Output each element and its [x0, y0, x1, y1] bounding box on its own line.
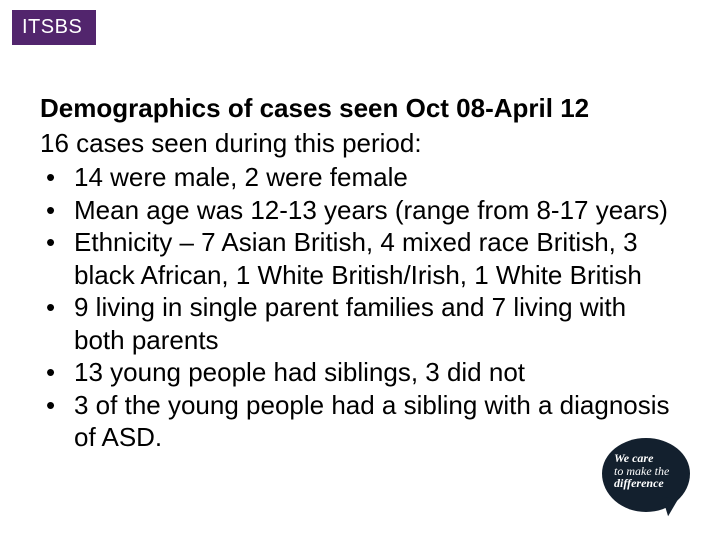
bullet-list: 14 were male, 2 were female Mean age was… — [40, 161, 680, 454]
slide: ITSBS Demographics of cases seen Oct 08-… — [0, 0, 720, 540]
logo-text: We care to make the difference — [614, 452, 684, 490]
slide-title: Demographics of cases seen Oct 08-April … — [40, 92, 680, 125]
logo-badge: We care to make the difference — [602, 438, 700, 524]
logo-line-1: We care — [614, 452, 684, 465]
list-item: 9 living in single parent families and 7… — [40, 291, 680, 356]
logo-line-3: difference — [614, 477, 684, 490]
list-item: Mean age was 12-13 years (range from 8-1… — [40, 194, 680, 227]
list-item: Ethnicity – 7 Asian British, 4 mixed rac… — [40, 226, 680, 291]
content-area: Demographics of cases seen Oct 08-April … — [40, 92, 680, 454]
list-item: 13 young people had siblings, 3 did not — [40, 356, 680, 389]
list-item: 3 of the young people had a sibling with… — [40, 389, 680, 454]
list-item: 14 were male, 2 were female — [40, 161, 680, 194]
slide-subtitle: 16 cases seen during this period: — [40, 127, 680, 160]
speech-bubble-tail-icon — [658, 497, 677, 518]
header-tag: ITSBS — [12, 10, 96, 45]
